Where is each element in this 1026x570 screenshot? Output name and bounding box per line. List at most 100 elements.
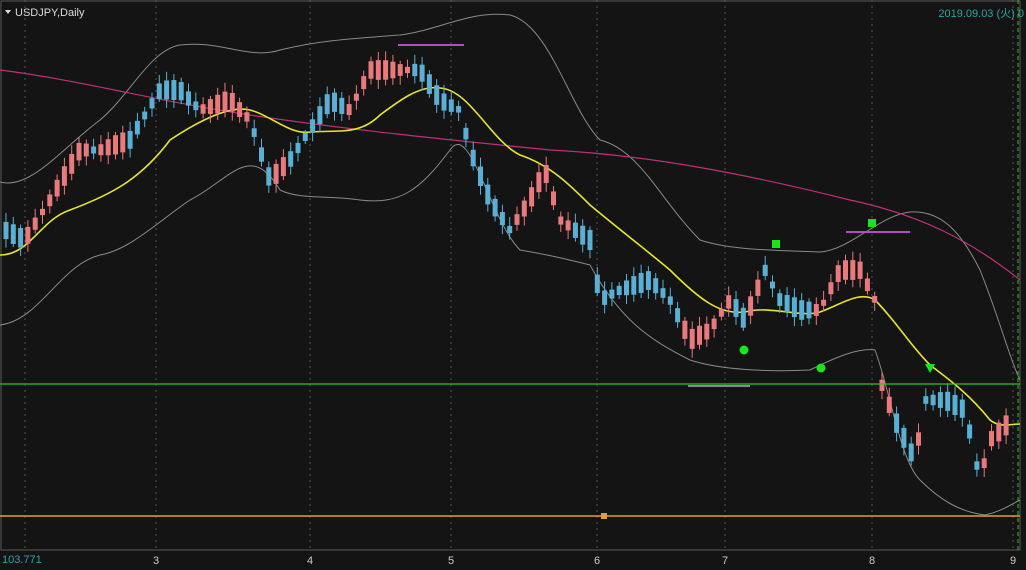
candle-body — [565, 220, 571, 231]
x-axis-label: 8 — [869, 555, 875, 567]
candle-body — [419, 64, 425, 82]
candle-body — [54, 179, 60, 197]
candle-body — [426, 74, 432, 94]
candle-body — [259, 147, 264, 162]
candle-body — [193, 101, 199, 111]
candle-body — [295, 142, 301, 154]
candle-body — [879, 379, 885, 391]
candle-body — [521, 200, 527, 217]
price-label: 103.771 — [2, 554, 42, 566]
candle-body — [69, 153, 75, 174]
candle-body — [536, 172, 542, 193]
candle-body — [930, 394, 936, 406]
candle-body — [777, 293, 783, 306]
candle-body — [470, 149, 476, 167]
candle-body — [945, 391, 951, 411]
candle-body — [280, 157, 286, 177]
candle-body — [390, 61, 396, 79]
candle-body — [675, 308, 681, 323]
price-line-handle — [601, 513, 607, 519]
candle-body — [843, 260, 848, 280]
candle-body — [594, 274, 600, 294]
candle-body — [952, 395, 958, 415]
candle-body — [164, 80, 170, 100]
candle-body — [989, 431, 994, 447]
candle-body — [704, 323, 710, 340]
candle-body — [40, 208, 45, 216]
candle-body — [507, 225, 513, 234]
candle-body — [273, 163, 279, 184]
candle-body — [266, 167, 272, 186]
signal-square — [772, 240, 780, 248]
candle-body — [857, 261, 863, 279]
symbol-dropdown[interactable] — [5, 10, 11, 14]
candle-body — [850, 260, 856, 280]
candle-body — [660, 288, 666, 298]
candle-body — [543, 164, 549, 184]
candle-body — [302, 133, 308, 142]
candle-body — [551, 191, 556, 206]
candle-body — [456, 106, 462, 113]
candle-body — [740, 307, 746, 328]
candle-body — [156, 83, 162, 99]
candle-body — [996, 422, 1002, 442]
candle-body — [828, 282, 834, 295]
price-label-box — [0, 551, 52, 567]
x-axis-label: 4 — [307, 555, 313, 567]
candle-body — [821, 299, 827, 306]
candle-body — [886, 396, 892, 413]
candle-body — [689, 328, 695, 349]
candle-body — [981, 458, 987, 469]
candle-body — [864, 278, 870, 292]
candle-body — [149, 98, 155, 109]
candle-body — [18, 227, 24, 248]
candle-body — [624, 280, 629, 296]
candle-body — [799, 300, 805, 320]
candle-body — [127, 130, 133, 149]
x-axis-label: 9 — [1010, 555, 1016, 567]
candle-body — [492, 198, 498, 217]
candle-body — [529, 187, 535, 207]
candle-body — [244, 112, 250, 122]
candle-body — [499, 212, 505, 226]
candle-body — [806, 301, 812, 319]
candle-body — [10, 224, 16, 244]
candle-body — [937, 392, 943, 408]
candle-body — [98, 144, 104, 156]
candle-body — [478, 166, 483, 186]
candle-body — [412, 63, 418, 77]
candle-body — [361, 76, 367, 90]
candle-body — [967, 424, 973, 439]
candle-body — [215, 94, 221, 114]
candle-body — [251, 128, 257, 137]
datetime-label: 2019.09.03 (火) 0 — [938, 8, 1024, 20]
candle-body — [237, 102, 243, 118]
candle-body — [171, 80, 177, 100]
candle-body — [332, 92, 337, 112]
signal-circle — [739, 345, 749, 355]
candle-body — [908, 443, 914, 462]
candle-body — [317, 106, 323, 125]
candle-body — [324, 94, 330, 115]
long-moving-average — [0, 69, 1021, 281]
candle-body — [91, 146, 97, 154]
candle-body — [667, 296, 673, 305]
candle-body — [638, 272, 644, 293]
candle-body — [784, 294, 790, 313]
candle-body — [113, 135, 118, 155]
candle-body — [726, 295, 732, 309]
candle-body — [587, 230, 593, 250]
candle-body — [711, 318, 717, 330]
candle-body — [47, 194, 53, 207]
candle-body — [463, 127, 469, 140]
candle-body — [310, 119, 316, 133]
candle-body — [105, 139, 111, 156]
plot-frame — [0, 0, 1021, 551]
candle-body — [609, 289, 615, 299]
candle-body — [229, 92, 235, 112]
candle-body — [602, 290, 608, 305]
candle-body — [368, 61, 374, 79]
candle-body — [134, 120, 140, 135]
